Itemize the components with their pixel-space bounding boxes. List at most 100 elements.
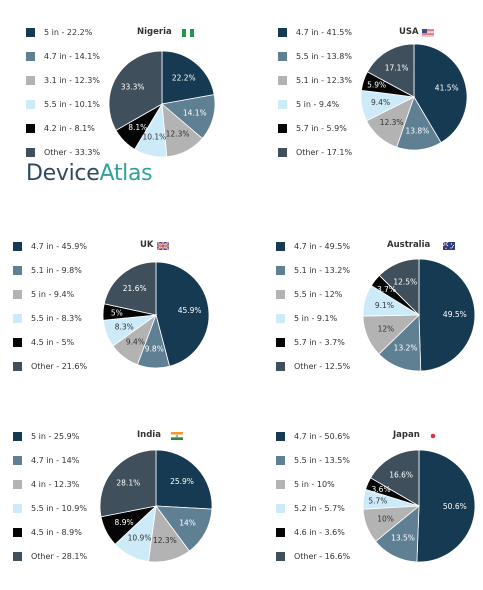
data-label: 21.6% <box>123 284 147 293</box>
legend-swatch <box>278 100 287 109</box>
data-label: 10.1% <box>142 133 166 142</box>
legend-swatch <box>26 148 35 157</box>
legend-swatch <box>276 552 285 561</box>
legend-swatch <box>278 28 287 37</box>
legend-swatch <box>13 528 22 537</box>
pie-chart: 50.6% 13.5% 10% 5.7% 3.6% 16.6% <box>362 449 476 563</box>
legend-swatch <box>13 432 22 441</box>
legend-label: Other - 12.5% <box>294 362 351 371</box>
data-label: 8.3% <box>115 322 134 331</box>
data-label: 13.5% <box>391 534 415 543</box>
pie-slice <box>413 43 468 144</box>
data-label: 14.1% <box>183 108 207 117</box>
legend-swatch <box>13 338 22 347</box>
legend-label: 5 in - 9.4% <box>31 290 75 299</box>
legend-swatch <box>13 480 22 489</box>
legend-label: 5.5 in - 13.8% <box>296 52 352 61</box>
legend-label: 5.5 in - 12% <box>294 290 343 299</box>
pie-chart: 25.9% 14%12.3%10.9% 8.9% 28.1% <box>99 449 213 563</box>
data-label: 41.5% <box>435 84 459 93</box>
legend-label: 4 in - 12.3% <box>31 480 80 489</box>
legend-label: 5 in - 9.4% <box>296 100 340 109</box>
data-label: 3.6% <box>372 485 391 494</box>
legend-label: 4.7 in - 49.5% <box>294 242 350 251</box>
uk-flag-icon <box>157 242 170 250</box>
legend-swatch <box>278 76 287 85</box>
pie-slice <box>366 43 415 98</box>
data-label: 16.6% <box>389 470 413 479</box>
legend-label: 4.6 in - 3.6% <box>294 528 345 537</box>
legend-label: 5.1 in - 9.8% <box>31 266 82 275</box>
nigeria-flag-icon <box>182 29 195 37</box>
pie-chart: 49.5% 13.2% 12% 9.1% 3.7%12.5% <box>362 258 476 372</box>
data-label: 8.1% <box>128 123 147 132</box>
legend-swatch <box>26 28 35 37</box>
legend-label: 5.5 in - 8.3% <box>31 314 82 323</box>
legend-swatch <box>26 124 35 133</box>
legend-label: 5.1 in - 13.2% <box>294 266 350 275</box>
pie-chart: 22.2% 14.1% 12.3%10.1%8.1% 33.3% <box>108 50 216 158</box>
pie-slice <box>103 261 157 316</box>
data-label: 45.9% <box>178 306 202 315</box>
data-label: 12.3% <box>153 536 177 545</box>
legend-swatch <box>276 338 285 347</box>
chart-title: Australia <box>387 240 431 250</box>
legend-label: 3.1 in - 12.3% <box>44 76 100 85</box>
japan-flag-icon <box>427 432 439 440</box>
legend-swatch <box>276 432 285 441</box>
pie-slice <box>108 50 163 131</box>
chart-title: UK <box>140 240 154 250</box>
legend-label: 4.5 in - 5% <box>31 338 75 347</box>
pie-chart: 45.9% 9.8%9.4% 8.3% 5% 21.6% <box>102 261 210 369</box>
legend-label: 5.7 in - 3.7% <box>294 338 345 347</box>
legend-label: 5.1 in - 12.3% <box>296 76 352 85</box>
data-label: 13.8% <box>405 126 429 135</box>
legend-swatch <box>276 362 285 371</box>
data-label: 8.9% <box>115 518 134 527</box>
legend-label: 5.7 in - 5.9% <box>296 124 347 133</box>
india-flag-icon <box>171 432 183 440</box>
legend-swatch <box>276 266 285 275</box>
legend-swatch <box>276 456 285 465</box>
legend-label: 5 in - 9.1% <box>294 314 338 323</box>
legend-swatch <box>26 100 35 109</box>
pie-slice <box>416 449 476 563</box>
pie-chart: 41.5% 13.8%12.3% 9.4% 5.9% 17.1% <box>360 43 468 151</box>
legend-swatch <box>13 242 22 251</box>
legend-swatch <box>13 290 22 299</box>
legend-label: 5 in - 22.2% <box>44 28 93 37</box>
legend-swatch <box>13 362 22 371</box>
legend-label: 5.5 in - 13.5% <box>294 456 350 465</box>
legend-label: 5 in - 25.9% <box>31 432 80 441</box>
legend-swatch <box>276 528 285 537</box>
data-label: 5.9% <box>367 81 386 90</box>
usa-flag-icon <box>421 29 434 37</box>
legend-swatch <box>276 314 285 323</box>
data-label: 5% <box>111 308 123 317</box>
chart-title: India <box>137 430 161 440</box>
pie-slice <box>161 50 215 105</box>
legend-swatch <box>26 76 35 85</box>
data-label: 49.5% <box>443 310 467 319</box>
legend-label: 5 in - 10% <box>294 480 335 489</box>
legend-swatch <box>278 52 287 61</box>
data-label: 9.4% <box>371 98 390 107</box>
legend-label: 4.7 in - 50.6% <box>294 432 350 441</box>
pie-slice <box>155 449 213 510</box>
legend-label: Other - 17.1% <box>296 148 353 157</box>
data-label: 22.2% <box>172 73 196 82</box>
data-label: 13.2% <box>394 344 418 353</box>
data-label: 12.5% <box>393 277 417 286</box>
data-label: 9.8% <box>145 344 164 353</box>
data-label: 17.1% <box>385 63 409 72</box>
pie-slice <box>378 258 420 316</box>
legend-swatch <box>278 148 287 157</box>
legend-swatch <box>276 504 285 513</box>
legend-label: Other - 33.3% <box>44 148 101 157</box>
data-label: 3.7% <box>377 285 396 294</box>
legend-label: Other - 28.1% <box>31 552 88 561</box>
legend-label: 5.5 in - 10.1% <box>44 100 100 109</box>
legend-label: 5.5 in - 10.9% <box>31 504 87 513</box>
data-label: 10% <box>377 514 394 523</box>
